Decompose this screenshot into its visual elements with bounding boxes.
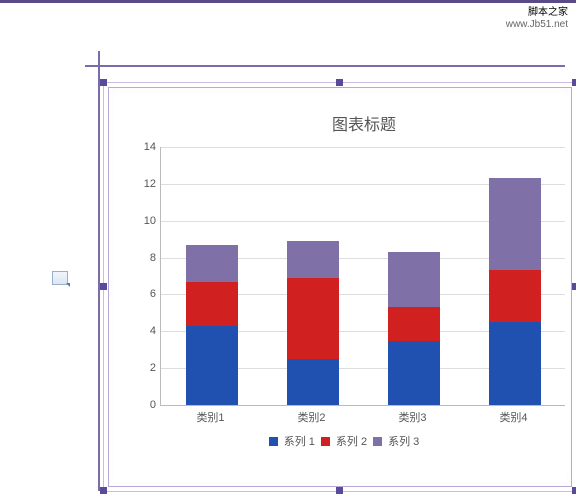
gridline <box>161 147 565 148</box>
bar-segment[interactable] <box>186 245 238 282</box>
bar-segment[interactable] <box>186 326 238 405</box>
bar-segment[interactable] <box>388 307 440 340</box>
x-tick-label: 类别1 <box>196 409 224 425</box>
y-tick-label: 2 <box>150 362 156 374</box>
legend-label: 系列 2 <box>336 433 367 449</box>
selection-handle[interactable] <box>336 487 343 494</box>
selection-handle[interactable] <box>572 487 576 494</box>
watermark: 脚本之家 www.Jb51.net <box>506 7 568 31</box>
y-tick-label: 14 <box>144 141 156 153</box>
x-tick-label: 类别3 <box>398 409 426 425</box>
y-tick-label: 12 <box>144 178 156 190</box>
chart[interactable]: 图表标题 系列 1 系列 2 系列 3 0 2 4 6 8 10 12 14 类别1 类别2 类别3 类别… <box>118 97 570 475</box>
bar-segment[interactable] <box>489 178 541 270</box>
y-tick-label: 0 <box>150 399 156 411</box>
y-tick-label: 8 <box>150 252 156 264</box>
selection-handle[interactable] <box>572 79 576 86</box>
bar-segment[interactable] <box>388 252 440 307</box>
legend-swatch <box>373 437 382 446</box>
bar-segment[interactable] <box>489 322 541 405</box>
bar-segment[interactable] <box>287 278 339 359</box>
selection-handle[interactable] <box>100 79 107 86</box>
selection-handle[interactable] <box>100 487 107 494</box>
bar-segment[interactable] <box>287 359 339 405</box>
legend-label: 系列 3 <box>388 433 419 449</box>
x-tick-label: 类别2 <box>297 409 325 425</box>
selection-handle[interactable] <box>572 283 576 290</box>
legend-label: 系列 1 <box>284 433 315 449</box>
bar-segment[interactable] <box>287 241 339 278</box>
watermark-line2: www.Jb51.net <box>506 19 568 31</box>
plot-area[interactable] <box>160 147 565 406</box>
legend[interactable]: 系列 1 系列 2 系列 3 <box>118 433 570 449</box>
chart-title[interactable]: 图表标题 <box>118 97 570 135</box>
watermark-line1: 脚本之家 <box>506 7 568 19</box>
ruler-horizontal <box>85 65 565 67</box>
bar-segment[interactable] <box>489 270 541 322</box>
bar-segment[interactable] <box>388 341 440 406</box>
selection-handle[interactable] <box>336 79 343 86</box>
app-canvas: 脚本之家 www.Jb51.net 图表标题 系列 1 系列 2 系列 3 0 2 4 6… <box>0 0 576 500</box>
legend-swatch <box>321 437 330 446</box>
x-tick-label: 类别4 <box>499 409 527 425</box>
selection-handle[interactable] <box>100 283 107 290</box>
legend-swatch <box>269 437 278 446</box>
y-tick-label: 6 <box>150 288 156 300</box>
y-tick-label: 10 <box>144 215 156 227</box>
ruler-vertical <box>98 51 100 491</box>
paste-options-icon[interactable] <box>52 271 68 285</box>
y-tick-label: 4 <box>150 325 156 337</box>
bar-segment[interactable] <box>186 282 238 326</box>
